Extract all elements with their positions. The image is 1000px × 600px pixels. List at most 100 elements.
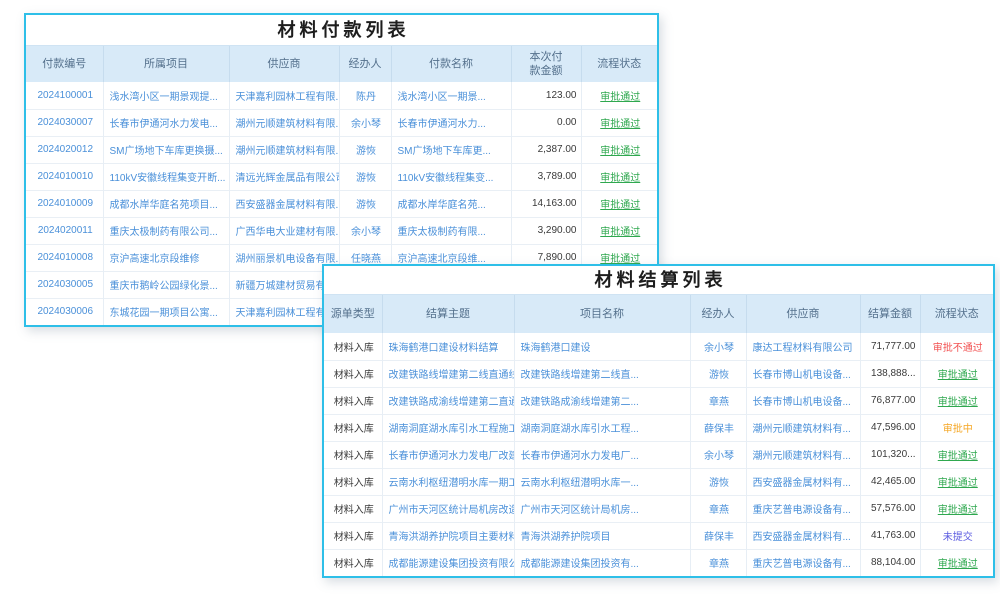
project-name-link[interactable]: 广州市天河区统计局机房... bbox=[514, 494, 691, 522]
project-name-link[interactable]: 成都能源建设集团投资有... bbox=[514, 548, 691, 576]
handler-link[interactable]: 游恢 bbox=[339, 162, 392, 190]
status-link[interactable]: 审批通过 bbox=[581, 162, 657, 190]
status-link[interactable]: 审批通过 bbox=[920, 440, 993, 468]
handler-link[interactable]: 游恢 bbox=[690, 467, 747, 495]
status-link[interactable]: 审批通过 bbox=[581, 216, 657, 244]
project-link[interactable]: 110kV安徽线程集变开断... bbox=[103, 162, 230, 190]
project-name-link[interactable]: 湖南洞庭湖水库引水工程... bbox=[514, 413, 691, 441]
project-name-link[interactable]: 青海洪湖养护院项目 bbox=[514, 521, 691, 549]
settlement-subject-link[interactable]: 成都能源建设集团投资有限公司临... bbox=[382, 548, 515, 576]
table-row: 2024030007 长春市伊通河水力发电... 潮州元顺建筑材料有限... 余小琴长… bbox=[26, 108, 657, 136]
handler-link[interactable]: 余小琴 bbox=[339, 216, 392, 244]
payment-number-link[interactable]: 2024020011 bbox=[26, 216, 104, 244]
header-supplier: 供应商 bbox=[746, 295, 861, 333]
status-link[interactable]: 审批通过 bbox=[920, 494, 993, 522]
supplier-link[interactable]: 潮州元顺建筑材料有... bbox=[746, 413, 861, 441]
supplier-link[interactable]: 潮州元顺建筑材料有限... bbox=[229, 108, 340, 136]
handler-link[interactable]: 游恢 bbox=[339, 135, 392, 163]
project-link[interactable]: 成都水岸华庭名苑项目... bbox=[103, 189, 230, 217]
supplier-link[interactable]: 重庆艺普电源设备有... bbox=[746, 494, 861, 522]
table-row: 材料入库青海洪湖养护院项目主要材料结算青海洪湖养护院项目薛保丰西安盛器金属材料有… bbox=[324, 521, 993, 549]
payment-number-link[interactable]: 2024010009 bbox=[26, 189, 104, 217]
supplier-link[interactable]: 西安盛器金属材料有... bbox=[746, 521, 861, 549]
settlement-subject-link[interactable]: 珠海鹤港口建设材料结算 bbox=[382, 333, 515, 360]
payment-number-link[interactable]: 2024100001 bbox=[26, 82, 104, 109]
project-link[interactable]: 长春市伊通河水力发电... bbox=[103, 108, 230, 136]
settlement-amount: 101,320... bbox=[860, 440, 921, 468]
source-type-label: 材料入库 bbox=[324, 521, 383, 549]
supplier-link[interactable]: 湖州丽景机电设备有限... bbox=[229, 243, 340, 271]
source-type-label: 材料入库 bbox=[324, 494, 383, 522]
handler-link[interactable]: 余小琴 bbox=[339, 108, 392, 136]
status-link[interactable]: 审批通过 bbox=[920, 467, 993, 495]
status-link[interactable]: 审批通过 bbox=[920, 386, 993, 414]
status-link[interactable]: 审批通过 bbox=[581, 108, 657, 136]
handler-link[interactable]: 章燕 bbox=[690, 386, 747, 414]
payment-number-link[interactable]: 2024010010 bbox=[26, 162, 104, 190]
payment-name-link[interactable]: 长春市伊通河水力... bbox=[391, 108, 512, 136]
status-link[interactable]: 审批通过 bbox=[600, 91, 641, 103]
payment-number-link[interactable]: 2024030007 bbox=[26, 108, 104, 136]
payment-name-link[interactable]: 110kV安徽线程集变... bbox=[391, 162, 512, 190]
project-link[interactable]: 重庆太极制药有限公司... bbox=[103, 216, 230, 244]
supplier-link[interactable]: 长春市博山机电设备... bbox=[746, 359, 861, 387]
payment-name-link[interactable]: SM广场地下车库更... bbox=[391, 135, 512, 163]
status-link[interactable]: 审批中 bbox=[920, 413, 993, 441]
handler-link[interactable]: 陈丹 bbox=[339, 82, 392, 109]
settlement-table: 源单类型 结算主题 项目名称 经办人 供应商 结算金额 流程状态 材料入库 珠海鹤港口建设材料… bbox=[324, 295, 993, 576]
supplier-link[interactable]: 天津嘉利园林工程有限... bbox=[229, 297, 340, 325]
supplier-link[interactable]: 康达工程材料有限公司 bbox=[746, 333, 861, 360]
payment-name-link[interactable]: 浅水湾小区一期景... bbox=[391, 82, 512, 109]
project-link[interactable]: 京沪高速北京段维修 bbox=[103, 243, 230, 271]
project-link[interactable]: 浅水湾小区一期景观提... bbox=[103, 82, 230, 109]
payment-amount: 0.00 bbox=[511, 108, 582, 136]
handler-link[interactable]: 薛保丰 bbox=[690, 413, 747, 441]
handler-link[interactable]: 章燕 bbox=[690, 548, 747, 576]
status-link[interactable]: 审批通过 bbox=[581, 135, 657, 163]
supplier-link[interactable]: 广西华电大业建材有限... bbox=[229, 216, 340, 244]
settlement-subject-link[interactable]: 改建铁路线增建第二线直通线（成... bbox=[382, 359, 515, 387]
status-link[interactable]: 审批通过 bbox=[920, 548, 993, 576]
payment-number-link[interactable]: 2024030005 bbox=[26, 270, 104, 298]
payment-number-link[interactable]: 2024020012 bbox=[26, 135, 104, 163]
supplier-link[interactable]: 清远光辉金属品有限公司 bbox=[229, 162, 340, 190]
settlement-subject-link[interactable]: 广州市天河区统计局机房改造项目... bbox=[382, 494, 515, 522]
settlement-subject-link[interactable]: 云南水利枢纽潜明水库一期工程施... bbox=[382, 467, 515, 495]
table-row: 材料入库广州市天河区统计局机房改造项目...广州市天河区统计局机房...章燕重庆… bbox=[324, 494, 993, 522]
supplier-link[interactable]: 西安盛器金属材料有... bbox=[746, 467, 861, 495]
project-name-link[interactable]: 改建铁路成渝线增建第二... bbox=[514, 386, 691, 414]
status-link[interactable]: 审批不通过 bbox=[932, 342, 983, 354]
settlement-subject-link[interactable]: 长春市伊通河水力发电厂改建工程... bbox=[382, 440, 515, 468]
supplier-link[interactable]: 重庆艺普电源设备有... bbox=[746, 548, 861, 576]
project-name-link[interactable]: 云南水利枢纽潜明水库一... bbox=[514, 467, 691, 495]
supplier-link[interactable]: 潮州元顺建筑材料有... bbox=[746, 440, 861, 468]
settlement-subject-link[interactable]: 青海洪湖养护院项目主要材料结算 bbox=[382, 521, 515, 549]
payment-name-link[interactable]: 成都水岸华庭名苑... bbox=[391, 189, 512, 217]
source-type-label: 材料入库 bbox=[324, 440, 383, 468]
settlement-subject-link[interactable]: 改建铁路成渝线增建第二直通线（... bbox=[382, 386, 515, 414]
supplier-link[interactable]: 长春市博山机电设备... bbox=[746, 386, 861, 414]
project-link[interactable]: 重庆市鹅岭公园绿化景... bbox=[103, 270, 230, 298]
payment-number-link[interactable]: 2024010008 bbox=[26, 243, 104, 271]
project-name-link[interactable]: 长春市伊通河水力发电厂... bbox=[514, 440, 691, 468]
supplier-link[interactable]: 天津嘉利园林工程有限... bbox=[229, 82, 340, 109]
project-name-link[interactable]: 珠海鹤港口建设 bbox=[514, 333, 691, 360]
handler-link[interactable]: 游恢 bbox=[690, 359, 747, 387]
supplier-link[interactable]: 潮州元顺建筑材料有限... bbox=[229, 135, 340, 163]
payment-name-link[interactable]: 重庆太极制药有限... bbox=[391, 216, 512, 244]
supplier-link[interactable]: 西安盛器金属材料有限... bbox=[229, 189, 340, 217]
project-name-link[interactable]: 改建铁路线增建第二线直... bbox=[514, 359, 691, 387]
handler-link[interactable]: 章燕 bbox=[690, 494, 747, 522]
status-link[interactable]: 未提交 bbox=[920, 521, 993, 549]
handler-link[interactable]: 游恢 bbox=[339, 189, 392, 217]
handler-link[interactable]: 薛保丰 bbox=[690, 521, 747, 549]
supplier-link[interactable]: 新疆万城建材贸易有限... bbox=[229, 270, 340, 298]
status-link[interactable]: 审批通过 bbox=[920, 359, 993, 387]
handler-link[interactable]: 余小琴 bbox=[690, 333, 747, 360]
payment-number-link[interactable]: 2024030006 bbox=[26, 297, 104, 325]
settlement-subject-link[interactable]: 湖南洞庭湖水库引水工程施工I标材... bbox=[382, 413, 515, 441]
project-link[interactable]: SM广场地下车库更换摄... bbox=[103, 135, 230, 163]
handler-link[interactable]: 余小琴 bbox=[690, 440, 747, 468]
project-link[interactable]: 东城花园一期项目公寓... bbox=[103, 297, 230, 325]
status-link[interactable]: 审批通过 bbox=[581, 189, 657, 217]
